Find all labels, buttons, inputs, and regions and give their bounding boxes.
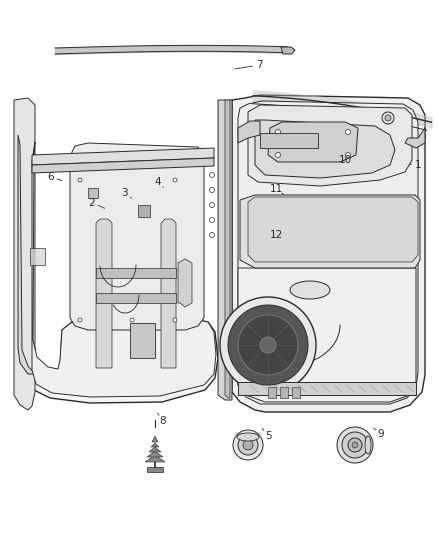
Polygon shape	[232, 95, 425, 412]
Text: 7: 7	[256, 60, 263, 70]
Circle shape	[78, 318, 82, 322]
Polygon shape	[138, 205, 150, 217]
Circle shape	[243, 440, 253, 450]
Polygon shape	[149, 447, 161, 452]
Circle shape	[209, 188, 215, 192]
Circle shape	[337, 427, 373, 463]
Circle shape	[209, 173, 215, 177]
Polygon shape	[240, 195, 420, 268]
Circle shape	[233, 430, 263, 460]
Polygon shape	[14, 98, 35, 410]
Circle shape	[220, 297, 316, 393]
Polygon shape	[268, 387, 276, 398]
Text: 12: 12	[269, 230, 283, 239]
Polygon shape	[88, 188, 98, 198]
Text: 5: 5	[265, 431, 272, 441]
Polygon shape	[152, 436, 158, 442]
Polygon shape	[96, 268, 176, 278]
Polygon shape	[30, 248, 45, 265]
Polygon shape	[147, 467, 163, 472]
Circle shape	[209, 232, 215, 238]
Text: 6: 6	[47, 172, 54, 182]
Circle shape	[209, 203, 215, 207]
Polygon shape	[255, 120, 395, 178]
Polygon shape	[32, 148, 214, 165]
Polygon shape	[280, 387, 288, 398]
Circle shape	[238, 435, 258, 455]
Circle shape	[276, 130, 280, 134]
Polygon shape	[161, 219, 176, 368]
Polygon shape	[405, 128, 425, 148]
Text: 9: 9	[378, 430, 385, 439]
Polygon shape	[218, 100, 232, 400]
Polygon shape	[18, 135, 35, 374]
Circle shape	[385, 115, 391, 121]
Circle shape	[173, 178, 177, 182]
Polygon shape	[248, 197, 418, 262]
Text: 11: 11	[269, 184, 283, 194]
Polygon shape	[96, 219, 112, 368]
Circle shape	[382, 112, 394, 124]
Polygon shape	[178, 259, 192, 307]
Circle shape	[228, 305, 308, 385]
Text: 3: 3	[121, 188, 128, 198]
Circle shape	[352, 442, 358, 448]
Circle shape	[130, 318, 134, 322]
Circle shape	[342, 432, 368, 458]
Polygon shape	[238, 268, 416, 402]
Polygon shape	[225, 100, 230, 398]
Circle shape	[276, 152, 280, 157]
Polygon shape	[147, 451, 163, 457]
Polygon shape	[18, 120, 218, 403]
Polygon shape	[32, 158, 214, 173]
Text: 8: 8	[159, 416, 166, 426]
Ellipse shape	[365, 436, 371, 454]
Polygon shape	[96, 293, 176, 303]
Polygon shape	[238, 101, 418, 404]
Circle shape	[238, 315, 298, 375]
Text: 2: 2	[88, 198, 95, 207]
Circle shape	[346, 152, 350, 157]
Polygon shape	[70, 143, 204, 330]
Polygon shape	[281, 47, 295, 54]
Circle shape	[260, 337, 276, 353]
Circle shape	[348, 438, 362, 452]
Circle shape	[78, 178, 82, 182]
Text: 1: 1	[415, 160, 422, 170]
Text: 4: 4	[154, 177, 161, 187]
Polygon shape	[292, 387, 300, 398]
Text: 10: 10	[339, 155, 352, 165]
Polygon shape	[130, 323, 155, 358]
Polygon shape	[248, 105, 412, 186]
Polygon shape	[145, 455, 165, 462]
Circle shape	[346, 130, 350, 134]
Ellipse shape	[237, 433, 259, 441]
Polygon shape	[238, 121, 260, 143]
Polygon shape	[260, 133, 318, 148]
Polygon shape	[151, 443, 159, 447]
Polygon shape	[238, 382, 416, 395]
Circle shape	[209, 217, 215, 222]
Ellipse shape	[290, 281, 330, 299]
Polygon shape	[268, 122, 358, 162]
Circle shape	[173, 318, 177, 322]
Polygon shape	[32, 142, 216, 397]
